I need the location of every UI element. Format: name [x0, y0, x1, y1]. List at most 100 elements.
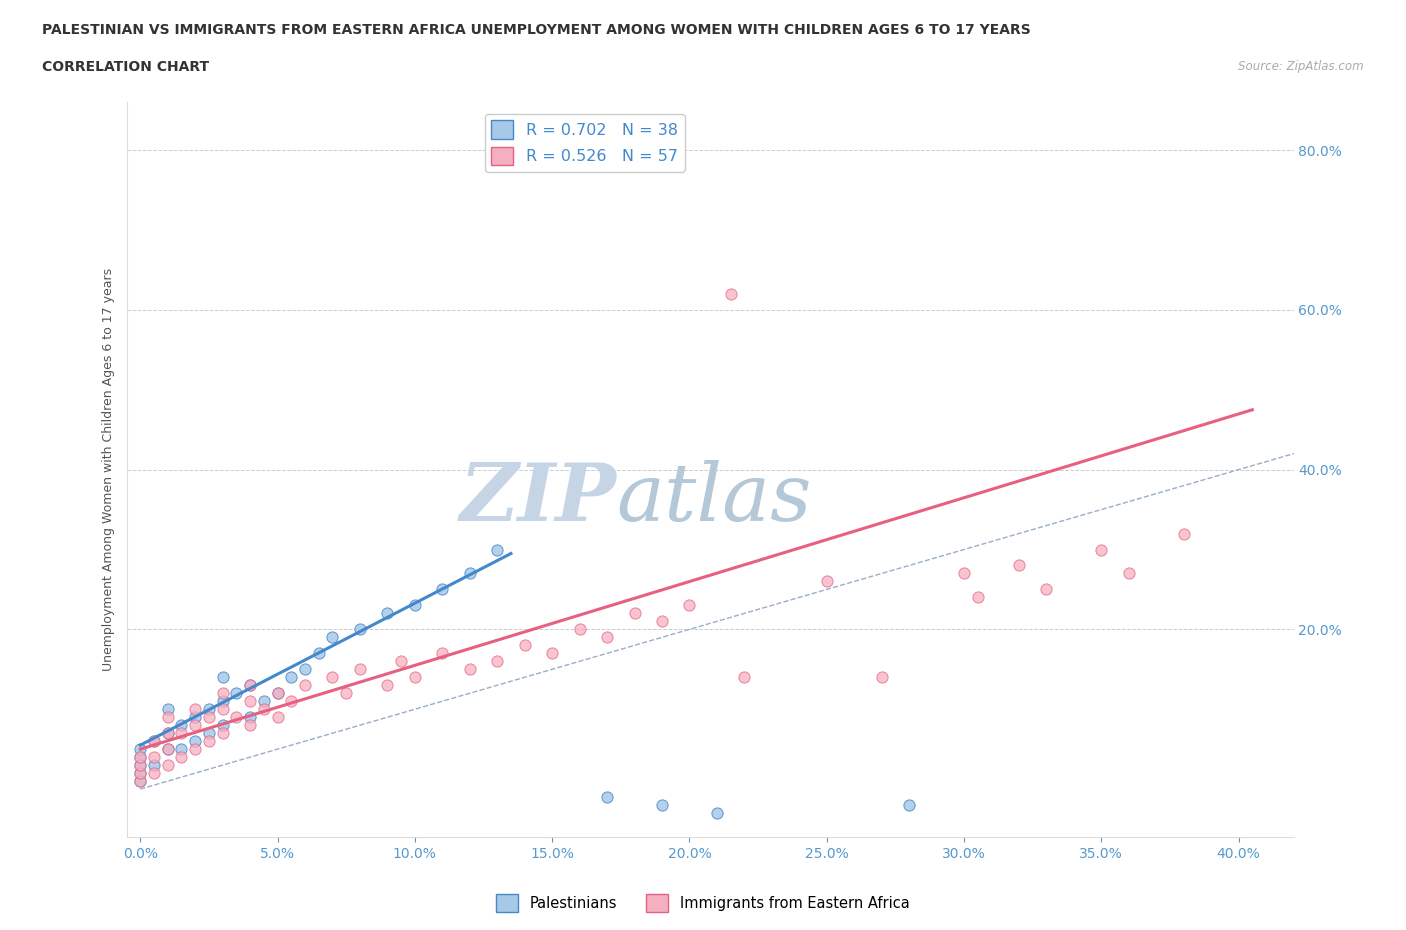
Text: Source: ZipAtlas.com: Source: ZipAtlas.com — [1239, 60, 1364, 73]
Point — [143, 734, 166, 749]
Point — [458, 662, 481, 677]
Point — [211, 702, 233, 717]
Point — [156, 725, 179, 740]
Point — [953, 566, 976, 581]
Point — [239, 678, 262, 693]
Point — [335, 685, 357, 700]
Point — [129, 758, 152, 773]
Point — [239, 678, 262, 693]
Point — [568, 622, 591, 637]
Point — [143, 765, 166, 780]
Point — [156, 742, 179, 757]
Point — [253, 694, 276, 709]
Point — [129, 742, 152, 757]
Point — [870, 670, 893, 684]
Text: ZIP: ZIP — [460, 460, 617, 538]
Point — [198, 734, 221, 749]
Point — [198, 710, 221, 724]
Point — [156, 725, 179, 740]
Point — [129, 758, 152, 773]
Point — [143, 750, 166, 764]
Point — [129, 765, 152, 780]
Point — [156, 702, 179, 717]
Text: PALESTINIAN VS IMMIGRANTS FROM EASTERN AFRICA UNEMPLOYMENT AMONG WOMEN WITH CHIL: PALESTINIAN VS IMMIGRANTS FROM EASTERN A… — [42, 23, 1031, 37]
Point — [1035, 582, 1057, 597]
Point — [486, 542, 509, 557]
Point — [225, 685, 247, 700]
Point — [513, 638, 536, 653]
Point — [211, 725, 233, 740]
Point — [815, 574, 838, 589]
Point — [211, 685, 233, 700]
Point — [706, 805, 728, 820]
Point — [733, 670, 755, 684]
Point — [266, 685, 288, 700]
Point — [294, 678, 316, 693]
Point — [349, 662, 371, 677]
Point — [651, 798, 673, 813]
Point — [898, 798, 921, 813]
Point — [458, 566, 481, 581]
Point — [404, 670, 426, 684]
Point — [156, 742, 179, 757]
Point — [129, 774, 152, 789]
Point — [198, 725, 221, 740]
Point — [239, 718, 262, 733]
Point — [486, 654, 509, 669]
Point — [184, 702, 207, 717]
Point — [720, 286, 742, 301]
Point — [377, 678, 399, 693]
Point — [129, 750, 152, 764]
Point — [211, 718, 233, 733]
Point — [170, 742, 193, 757]
Point — [966, 590, 988, 604]
Point — [143, 734, 166, 749]
Point — [308, 645, 330, 660]
Point — [596, 790, 619, 804]
Point — [170, 750, 193, 764]
Point — [1173, 526, 1195, 541]
Point — [211, 670, 233, 684]
Text: CORRELATION CHART: CORRELATION CHART — [42, 60, 209, 74]
Point — [321, 630, 343, 644]
Point — [1118, 566, 1140, 581]
Point — [253, 702, 276, 717]
Point — [541, 645, 564, 660]
Point — [266, 685, 288, 700]
Point — [239, 710, 262, 724]
Point — [280, 694, 302, 709]
Point — [184, 718, 207, 733]
Point — [184, 742, 207, 757]
Point — [349, 622, 371, 637]
Point — [239, 694, 262, 709]
Point — [170, 725, 193, 740]
Point — [156, 710, 179, 724]
Point — [129, 750, 152, 764]
Point — [129, 765, 152, 780]
Point — [432, 582, 454, 597]
Y-axis label: Unemployment Among Women with Children Ages 6 to 17 years: Unemployment Among Women with Children A… — [103, 268, 115, 671]
Point — [377, 606, 399, 621]
Point — [280, 670, 302, 684]
Point — [389, 654, 412, 669]
Point — [404, 598, 426, 613]
Point — [596, 630, 619, 644]
Point — [211, 694, 233, 709]
Point — [294, 662, 316, 677]
Point — [143, 758, 166, 773]
Point — [170, 718, 193, 733]
Point — [1090, 542, 1112, 557]
Legend: Palestinians, Immigrants from Eastern Africa: Palestinians, Immigrants from Eastern Af… — [491, 888, 915, 918]
Point — [1008, 558, 1031, 573]
Point — [129, 774, 152, 789]
Point — [623, 606, 645, 621]
Legend: R = 0.702   N = 38, R = 0.526   N = 57: R = 0.702 N = 38, R = 0.526 N = 57 — [485, 114, 685, 172]
Point — [184, 710, 207, 724]
Point — [225, 710, 247, 724]
Point — [156, 758, 179, 773]
Point — [321, 670, 343, 684]
Point — [651, 614, 673, 629]
Text: atlas: atlas — [617, 460, 813, 538]
Point — [184, 734, 207, 749]
Point — [432, 645, 454, 660]
